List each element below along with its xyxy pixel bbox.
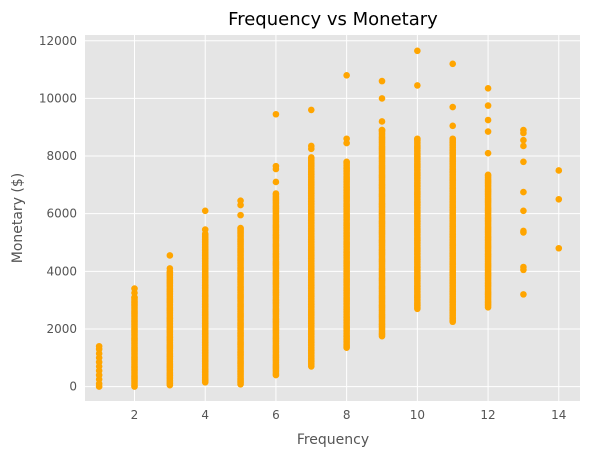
outlier-point: [449, 103, 457, 111]
outlier-point: [343, 72, 350, 79]
data-point: [95, 342, 103, 350]
outlier-point: [237, 197, 244, 205]
data-point: [520, 126, 527, 134]
data-point: [307, 154, 315, 161]
outlier-point: [378, 77, 386, 85]
outlier-point: [484, 128, 492, 135]
outlier-point: [484, 85, 492, 92]
outlier-point: [201, 207, 209, 215]
data-point: [449, 135, 457, 143]
data-point: [484, 171, 492, 179]
y-tick-label: 8000: [46, 149, 77, 163]
x-tick-labels: 2 4 6 8 10 12 14: [131, 408, 567, 422]
x-tick-label: 6: [272, 408, 280, 422]
data-point: [520, 188, 527, 196]
y-tick-label: 0: [69, 380, 77, 394]
data-point: [555, 244, 563, 252]
data-point: [520, 158, 527, 166]
y-tick-label: 12000: [39, 34, 77, 48]
x-tick-label: 4: [201, 408, 209, 422]
data-points: [95, 47, 563, 390]
x-tick-label: 12: [480, 408, 495, 422]
chart-title: Frequency vs Monetary: [228, 9, 438, 30]
outlier-point: [272, 178, 280, 186]
outlier-point: [307, 106, 315, 114]
data-point: [378, 126, 386, 134]
x-tick-label: 2: [131, 408, 139, 422]
y-axis-label: Monetary ($): [10, 173, 26, 264]
y-tick-label: 6000: [46, 207, 77, 221]
data-point: [555, 167, 563, 174]
data-point: [343, 158, 350, 166]
data-point: [414, 135, 421, 143]
outlier-point: [307, 142, 315, 150]
y-tick-label: 2000: [46, 322, 77, 336]
outlier-point: [378, 95, 386, 102]
plot-area: [85, 35, 580, 401]
y-tick-label: 4000: [46, 264, 77, 278]
data-point: [520, 291, 527, 298]
outlier-point: [484, 149, 492, 157]
outlier-point: [272, 110, 280, 118]
outlier-point: [343, 135, 350, 143]
outlier-point: [166, 252, 174, 259]
x-tick-label: 8: [343, 408, 351, 422]
data-point: [520, 207, 527, 215]
data-point: [520, 136, 527, 144]
y-tick-label: 10000: [39, 91, 77, 105]
data-point: [520, 142, 527, 150]
data-point: [520, 227, 527, 235]
outlier-point: [237, 211, 244, 219]
x-tick-label: 10: [410, 408, 425, 422]
data-point: [237, 224, 244, 232]
outlier-point: [484, 102, 492, 109]
x-axis-label: Frequency: [297, 432, 369, 448]
data-point: [555, 195, 563, 203]
outlier-point: [201, 226, 209, 233]
data-point: [272, 190, 280, 197]
data-point: [520, 263, 527, 271]
outlier-point: [131, 285, 138, 292]
outlier-point: [449, 122, 457, 130]
outlier-point: [272, 162, 280, 170]
outlier-point: [166, 265, 174, 272]
outlier-point: [414, 47, 421, 55]
x-tick-label: 14: [551, 408, 566, 422]
outlier-point: [414, 82, 421, 89]
outlier-point: [449, 60, 457, 68]
outlier-point: [484, 116, 492, 124]
outlier-point: [378, 118, 386, 125]
y-tick-labels: 0 2000 4000 6000 8000 10000 12000: [39, 34, 77, 394]
